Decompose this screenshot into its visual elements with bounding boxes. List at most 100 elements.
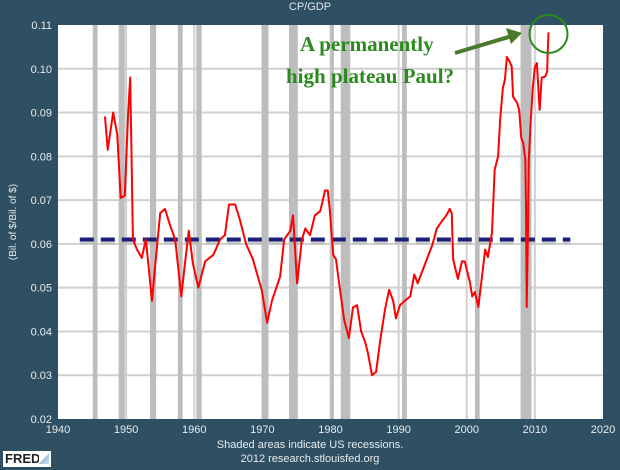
data-point [506, 56, 508, 58]
data-point [239, 219, 241, 221]
data-point [339, 289, 341, 291]
data-point [112, 111, 114, 114]
y-tick-label: 0.09 [31, 108, 52, 120]
data-point [228, 203, 230, 206]
recession-band [402, 25, 407, 419]
x-tick-label: 1980 [318, 424, 342, 436]
data-point [106, 148, 109, 151]
recession-note: Shaded areas indicate US recessions. [216, 439, 404, 451]
y-tick-label: 0.05 [31, 283, 52, 295]
data-point [129, 76, 132, 79]
data-point [529, 119, 532, 121]
data-point [504, 78, 506, 81]
data-point [461, 260, 463, 263]
data-point [301, 238, 303, 241]
data-point [450, 212, 453, 215]
recession-band [330, 25, 334, 419]
data-point [164, 208, 166, 210]
recession-band [177, 25, 183, 419]
data-point [544, 75, 546, 78]
data-point [192, 262, 194, 265]
data-point [518, 109, 521, 111]
x-tick-label: 1970 [250, 424, 274, 436]
data-point [375, 370, 377, 373]
source-note: 2012 research.stlouisfed.org [240, 453, 380, 465]
data-point [520, 137, 523, 139]
data-point [219, 238, 221, 241]
data-point [132, 238, 134, 241]
x-tick-label: 2010 [523, 424, 547, 436]
data-point [127, 111, 129, 114]
x-tick-label: 2000 [455, 424, 479, 436]
y-tick-label: 0.02 [31, 414, 52, 426]
data-point [283, 238, 285, 241]
arrow-head-icon [506, 28, 522, 44]
y-axis-label: (Bil. of $/Bil. of $) [8, 184, 19, 260]
data-point [497, 155, 499, 158]
data-point [525, 206, 527, 208]
data-point [260, 289, 263, 291]
data-point [416, 282, 419, 285]
data-point [448, 208, 451, 210]
data-point [431, 243, 434, 245]
series-line [104, 32, 550, 377]
data-point [119, 197, 122, 199]
data-point [395, 317, 397, 320]
annotation-line-1: A permanently [300, 32, 434, 56]
x-tick-label: 1990 [386, 424, 410, 436]
data-point [204, 260, 206, 263]
data-point [279, 275, 281, 278]
data-point [145, 238, 147, 241]
data-point [525, 306, 528, 308]
data-point [197, 286, 200, 289]
data-point [516, 102, 518, 104]
data-point [332, 254, 335, 256]
data-point [224, 234, 226, 236]
x-tick-label: 1960 [182, 424, 206, 436]
data-point [532, 86, 534, 88]
y-tick-label: 0.03 [31, 370, 52, 382]
data-point [527, 225, 529, 228]
x-tick-label: 1940 [46, 424, 70, 436]
data-point [123, 194, 126, 197]
data-point [435, 227, 438, 230]
data-point [371, 374, 373, 377]
data-point [477, 306, 480, 308]
data-point [474, 291, 476, 293]
data-point [360, 330, 362, 333]
data-point [324, 189, 326, 192]
recession-band [118, 25, 125, 419]
highlight-circle [528, 13, 569, 54]
chart-icon [39, 454, 49, 464]
y-tick-label: 0.08 [31, 151, 52, 163]
data-point [499, 119, 501, 121]
data-point [367, 352, 369, 355]
data-point [136, 248, 138, 251]
y-tick-label: 0.04 [31, 326, 52, 338]
data-point [502, 87, 504, 89]
recession-band [340, 25, 351, 419]
recession-band [92, 25, 98, 419]
annotation-arrow [454, 34, 513, 55]
data-point [356, 304, 358, 306]
data-point [304, 227, 307, 230]
recession-band [261, 25, 269, 419]
data-point [104, 116, 106, 118]
data-point [452, 258, 454, 261]
data-point [508, 60, 511, 63]
data-point [510, 65, 513, 68]
data-point [388, 289, 390, 291]
data-point [538, 109, 541, 111]
data-point [409, 295, 412, 298]
data-point [547, 49, 549, 51]
y-tick-label: 0.07 [31, 195, 52, 207]
data-point [527, 159, 530, 162]
data-point [296, 282, 298, 285]
data-point [540, 76, 543, 79]
fred-logo: FRED [3, 451, 51, 467]
data-point [168, 223, 171, 225]
fred-logo-text: FRED [5, 451, 41, 466]
data-point [174, 238, 176, 241]
data-point [384, 308, 386, 311]
